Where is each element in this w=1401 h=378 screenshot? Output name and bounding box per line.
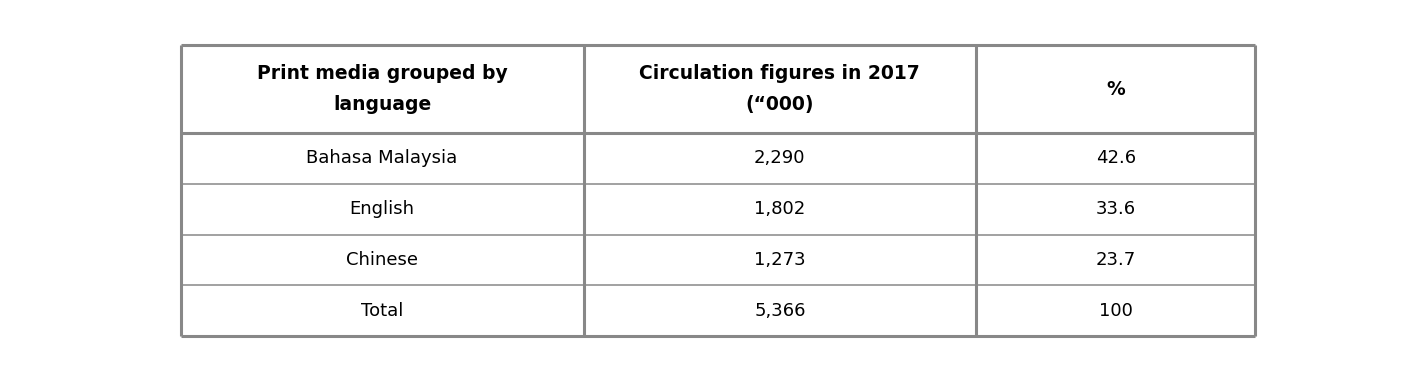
Text: 2,290: 2,290 xyxy=(754,149,806,167)
Text: %: % xyxy=(1107,79,1125,99)
Text: English: English xyxy=(350,200,415,218)
Text: 1,273: 1,273 xyxy=(754,251,806,269)
Text: Chinese: Chinese xyxy=(346,251,417,269)
Text: 1,802: 1,802 xyxy=(754,200,806,218)
Text: Print media grouped by
language: Print media grouped by language xyxy=(256,64,507,114)
Text: Bahasa Malaysia: Bahasa Malaysia xyxy=(307,149,458,167)
Text: 42.6: 42.6 xyxy=(1096,149,1136,167)
Text: 33.6: 33.6 xyxy=(1096,200,1136,218)
Text: 5,366: 5,366 xyxy=(754,302,806,320)
Text: 100: 100 xyxy=(1098,302,1132,320)
Text: 23.7: 23.7 xyxy=(1096,251,1136,269)
Text: Total: Total xyxy=(361,302,403,320)
Text: Circulation figures in 2017
(“000): Circulation figures in 2017 (“000) xyxy=(639,64,920,114)
